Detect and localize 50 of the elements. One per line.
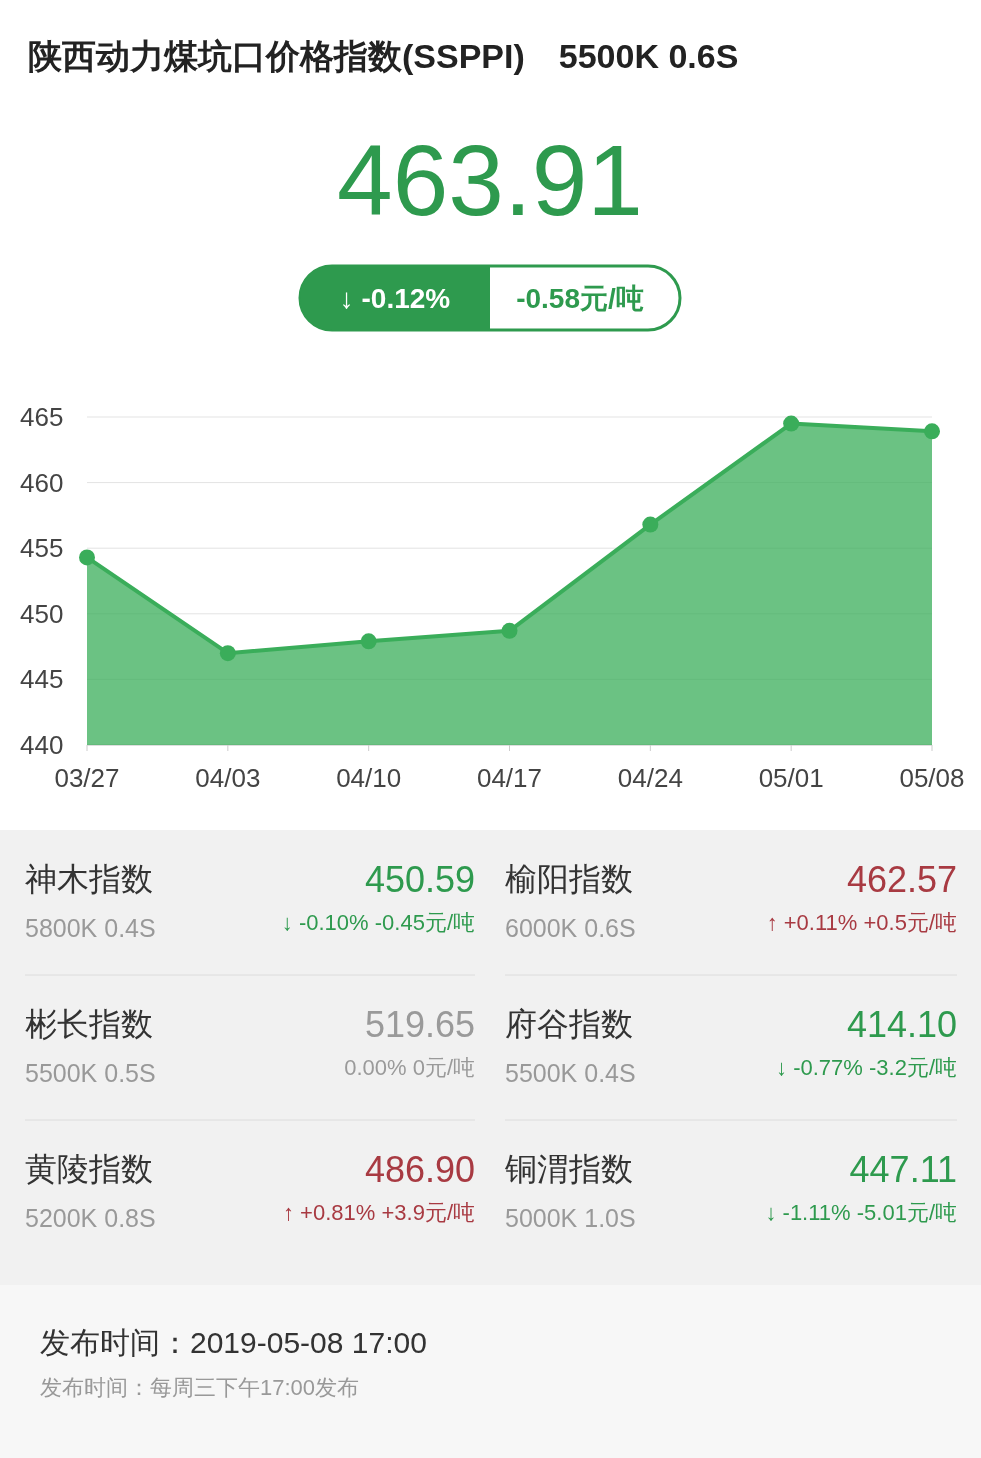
x-tick-label: 04/17 [476, 763, 543, 793]
text: 5500K 0.4S [505, 1059, 636, 1087]
text: 519.65 [364, 1004, 475, 1045]
text: 486.90 [364, 1149, 475, 1190]
point [924, 423, 940, 440]
text: ↓ -1.11% -5.01元/吨 [765, 1200, 957, 1225]
point [642, 516, 659, 533]
x-tick-label: 04/10 [336, 763, 402, 793]
y-tick-label: 455 [20, 533, 64, 564]
text: 发布时间：2019-05-08 17:00 [40, 1326, 427, 1359]
text: 5800K 0.4S [25, 914, 156, 942]
x-tick-label: 05/01 [758, 763, 824, 793]
text: 神木指数 [25, 861, 153, 897]
text: -0.58元/吨 [516, 283, 644, 314]
text: 黄陵指数 [25, 1151, 153, 1187]
y-tick-label: 450 [20, 598, 64, 629]
x-tick-label: 04/24 [617, 763, 683, 793]
text: 榆阳指数 [505, 861, 633, 897]
text: 414.10 [846, 1004, 957, 1045]
text: 府谷指数 [505, 1006, 633, 1042]
y-tick-label: 465 [20, 402, 64, 432]
text: 铜渭指数 [504, 1151, 633, 1187]
text: ↓ -0.10% -0.45元/吨 [281, 910, 475, 935]
x-tick-label: 04/03 [195, 763, 261, 793]
text: 6000K 0.6S [505, 914, 636, 942]
point [360, 633, 377, 650]
y-tick-label: 445 [20, 664, 64, 695]
text: 5500K 0.5S [25, 1059, 156, 1087]
text: ↓ -0.12% [339, 283, 451, 314]
point [79, 549, 95, 566]
x-tick-label: 05/08 [899, 763, 965, 793]
y-tick-label: 460 [20, 467, 64, 498]
point [219, 645, 236, 662]
y-tick-label: 440 [20, 730, 64, 760]
text: 5000K 1.0S [505, 1204, 636, 1232]
text: 463.91 [337, 124, 643, 236]
x-tick-label: 03/27 [54, 763, 120, 793]
point [783, 415, 800, 432]
text: ↑ +0.81% +3.9元/吨 [283, 1200, 475, 1225]
text: 447.11 [849, 1149, 957, 1190]
text: 5200K 0.8S [25, 1204, 156, 1232]
text: ↓ -0.77% -3.2元/吨 [776, 1055, 957, 1080]
text: 0.00% 0元/吨 [344, 1055, 475, 1080]
point [501, 622, 518, 639]
chart-title: 陕西动力煤坑口价格指数(SSPPI) 5500K 0.6S [28, 37, 739, 75]
text: 450.59 [364, 859, 475, 900]
text: ↑ +0.11% +0.5元/吨 [766, 910, 957, 935]
text: 462.57 [846, 859, 957, 900]
text: 发布时间：每周三下午17:00发布 [40, 1375, 360, 1400]
text: 彬长指数 [25, 1006, 153, 1042]
